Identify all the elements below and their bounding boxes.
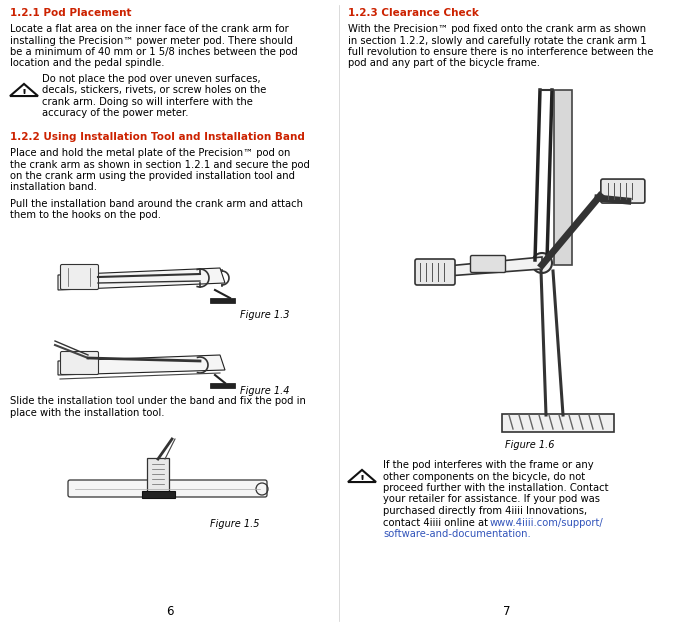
- Text: accuracy of the power meter.: accuracy of the power meter.: [42, 108, 188, 118]
- FancyBboxPatch shape: [60, 265, 98, 289]
- Text: 1.2.3 Clearance Check: 1.2.3 Clearance Check: [348, 8, 479, 18]
- Text: Figure 1.4: Figure 1.4: [240, 386, 290, 396]
- Text: Place and hold the metal plate of the Precision™ pod on: Place and hold the metal plate of the Pr…: [10, 148, 290, 158]
- Text: installation band.: installation band.: [10, 183, 97, 193]
- Circle shape: [532, 253, 552, 273]
- FancyBboxPatch shape: [502, 414, 614, 432]
- Text: www.4iiii.com/support/: www.4iiii.com/support/: [490, 518, 604, 528]
- Text: software-and-documentation.: software-and-documentation.: [383, 529, 531, 539]
- FancyBboxPatch shape: [210, 298, 235, 303]
- Text: your retailer for assistance. If your pod was: your retailer for assistance. If your po…: [383, 495, 600, 505]
- FancyBboxPatch shape: [601, 179, 645, 203]
- Text: Figure 1.5: Figure 1.5: [210, 519, 259, 529]
- Text: other components on the bicycle, do not: other components on the bicycle, do not: [383, 471, 585, 481]
- FancyBboxPatch shape: [554, 90, 572, 265]
- Text: proceed further with the installation. Contact: proceed further with the installation. C…: [383, 483, 609, 493]
- Text: the crank arm as shown in section 1.2.1 and secure the pod: the crank arm as shown in section 1.2.1 …: [10, 160, 310, 170]
- FancyBboxPatch shape: [415, 259, 455, 285]
- Text: location and the pedal spindle.: location and the pedal spindle.: [10, 58, 165, 68]
- Text: contact 4iiii online at: contact 4iiii online at: [383, 518, 491, 528]
- Text: in section 1.2.2, slowly and carefully rotate the crank arm 1: in section 1.2.2, slowly and carefully r…: [348, 36, 647, 46]
- Text: pod and any part of the bicycle frame.: pod and any part of the bicycle frame.: [348, 58, 540, 68]
- Text: Pull the installation band around the crank arm and attach: Pull the installation band around the cr…: [10, 199, 303, 209]
- Text: Do not place the pod over uneven surfaces,: Do not place the pod over uneven surface…: [42, 74, 261, 84]
- Text: purchased directly from 4iiii Innovations,: purchased directly from 4iiii Innovation…: [383, 506, 587, 516]
- FancyBboxPatch shape: [68, 480, 267, 497]
- Text: 7: 7: [503, 605, 510, 618]
- Text: decals, stickers, rivets, or screw holes on the: decals, stickers, rivets, or screw holes…: [42, 86, 266, 96]
- Text: Figure 1.6: Figure 1.6: [505, 440, 554, 450]
- Polygon shape: [58, 355, 225, 375]
- Text: Slide the installation tool under the band and fix the pod in: Slide the installation tool under the ba…: [10, 396, 306, 406]
- Text: full revolution to ensure there is no interference between the: full revolution to ensure there is no in…: [348, 47, 653, 57]
- Text: 1.2.1 Pod Placement: 1.2.1 Pod Placement: [10, 8, 131, 18]
- Text: crank arm. Doing so will interfere with the: crank arm. Doing so will interfere with …: [42, 97, 253, 107]
- FancyBboxPatch shape: [60, 352, 98, 374]
- Text: be a minimum of 40 mm or 1 5/8 inches between the pod: be a minimum of 40 mm or 1 5/8 inches be…: [10, 47, 298, 57]
- Text: !: !: [359, 475, 364, 485]
- Text: With the Precision™ pod fixed onto the crank arm as shown: With the Precision™ pod fixed onto the c…: [348, 24, 646, 34]
- Text: Figure 1.3: Figure 1.3: [240, 310, 290, 320]
- Text: Locate a flat area on the inner face of the crank arm for: Locate a flat area on the inner face of …: [10, 24, 289, 34]
- Text: If the pod interferes with the frame or any: If the pod interferes with the frame or …: [383, 460, 594, 470]
- Text: installing the Precision™ power meter pod. There should: installing the Precision™ power meter po…: [10, 36, 293, 46]
- Text: place with the installation tool.: place with the installation tool.: [10, 408, 165, 418]
- Polygon shape: [447, 257, 542, 276]
- Text: them to the hooks on the pod.: them to the hooks on the pod.: [10, 210, 161, 220]
- Polygon shape: [58, 268, 225, 290]
- FancyBboxPatch shape: [210, 383, 235, 388]
- FancyBboxPatch shape: [147, 458, 169, 492]
- Text: 1.2.2 Using Installation Tool and Installation Band: 1.2.2 Using Installation Tool and Instal…: [10, 132, 305, 142]
- Text: !: !: [22, 89, 26, 99]
- Text: on the crank arm using the provided installation tool and: on the crank arm using the provided inst…: [10, 171, 295, 181]
- Text: 6: 6: [167, 605, 174, 618]
- FancyBboxPatch shape: [471, 255, 506, 272]
- FancyBboxPatch shape: [141, 491, 175, 498]
